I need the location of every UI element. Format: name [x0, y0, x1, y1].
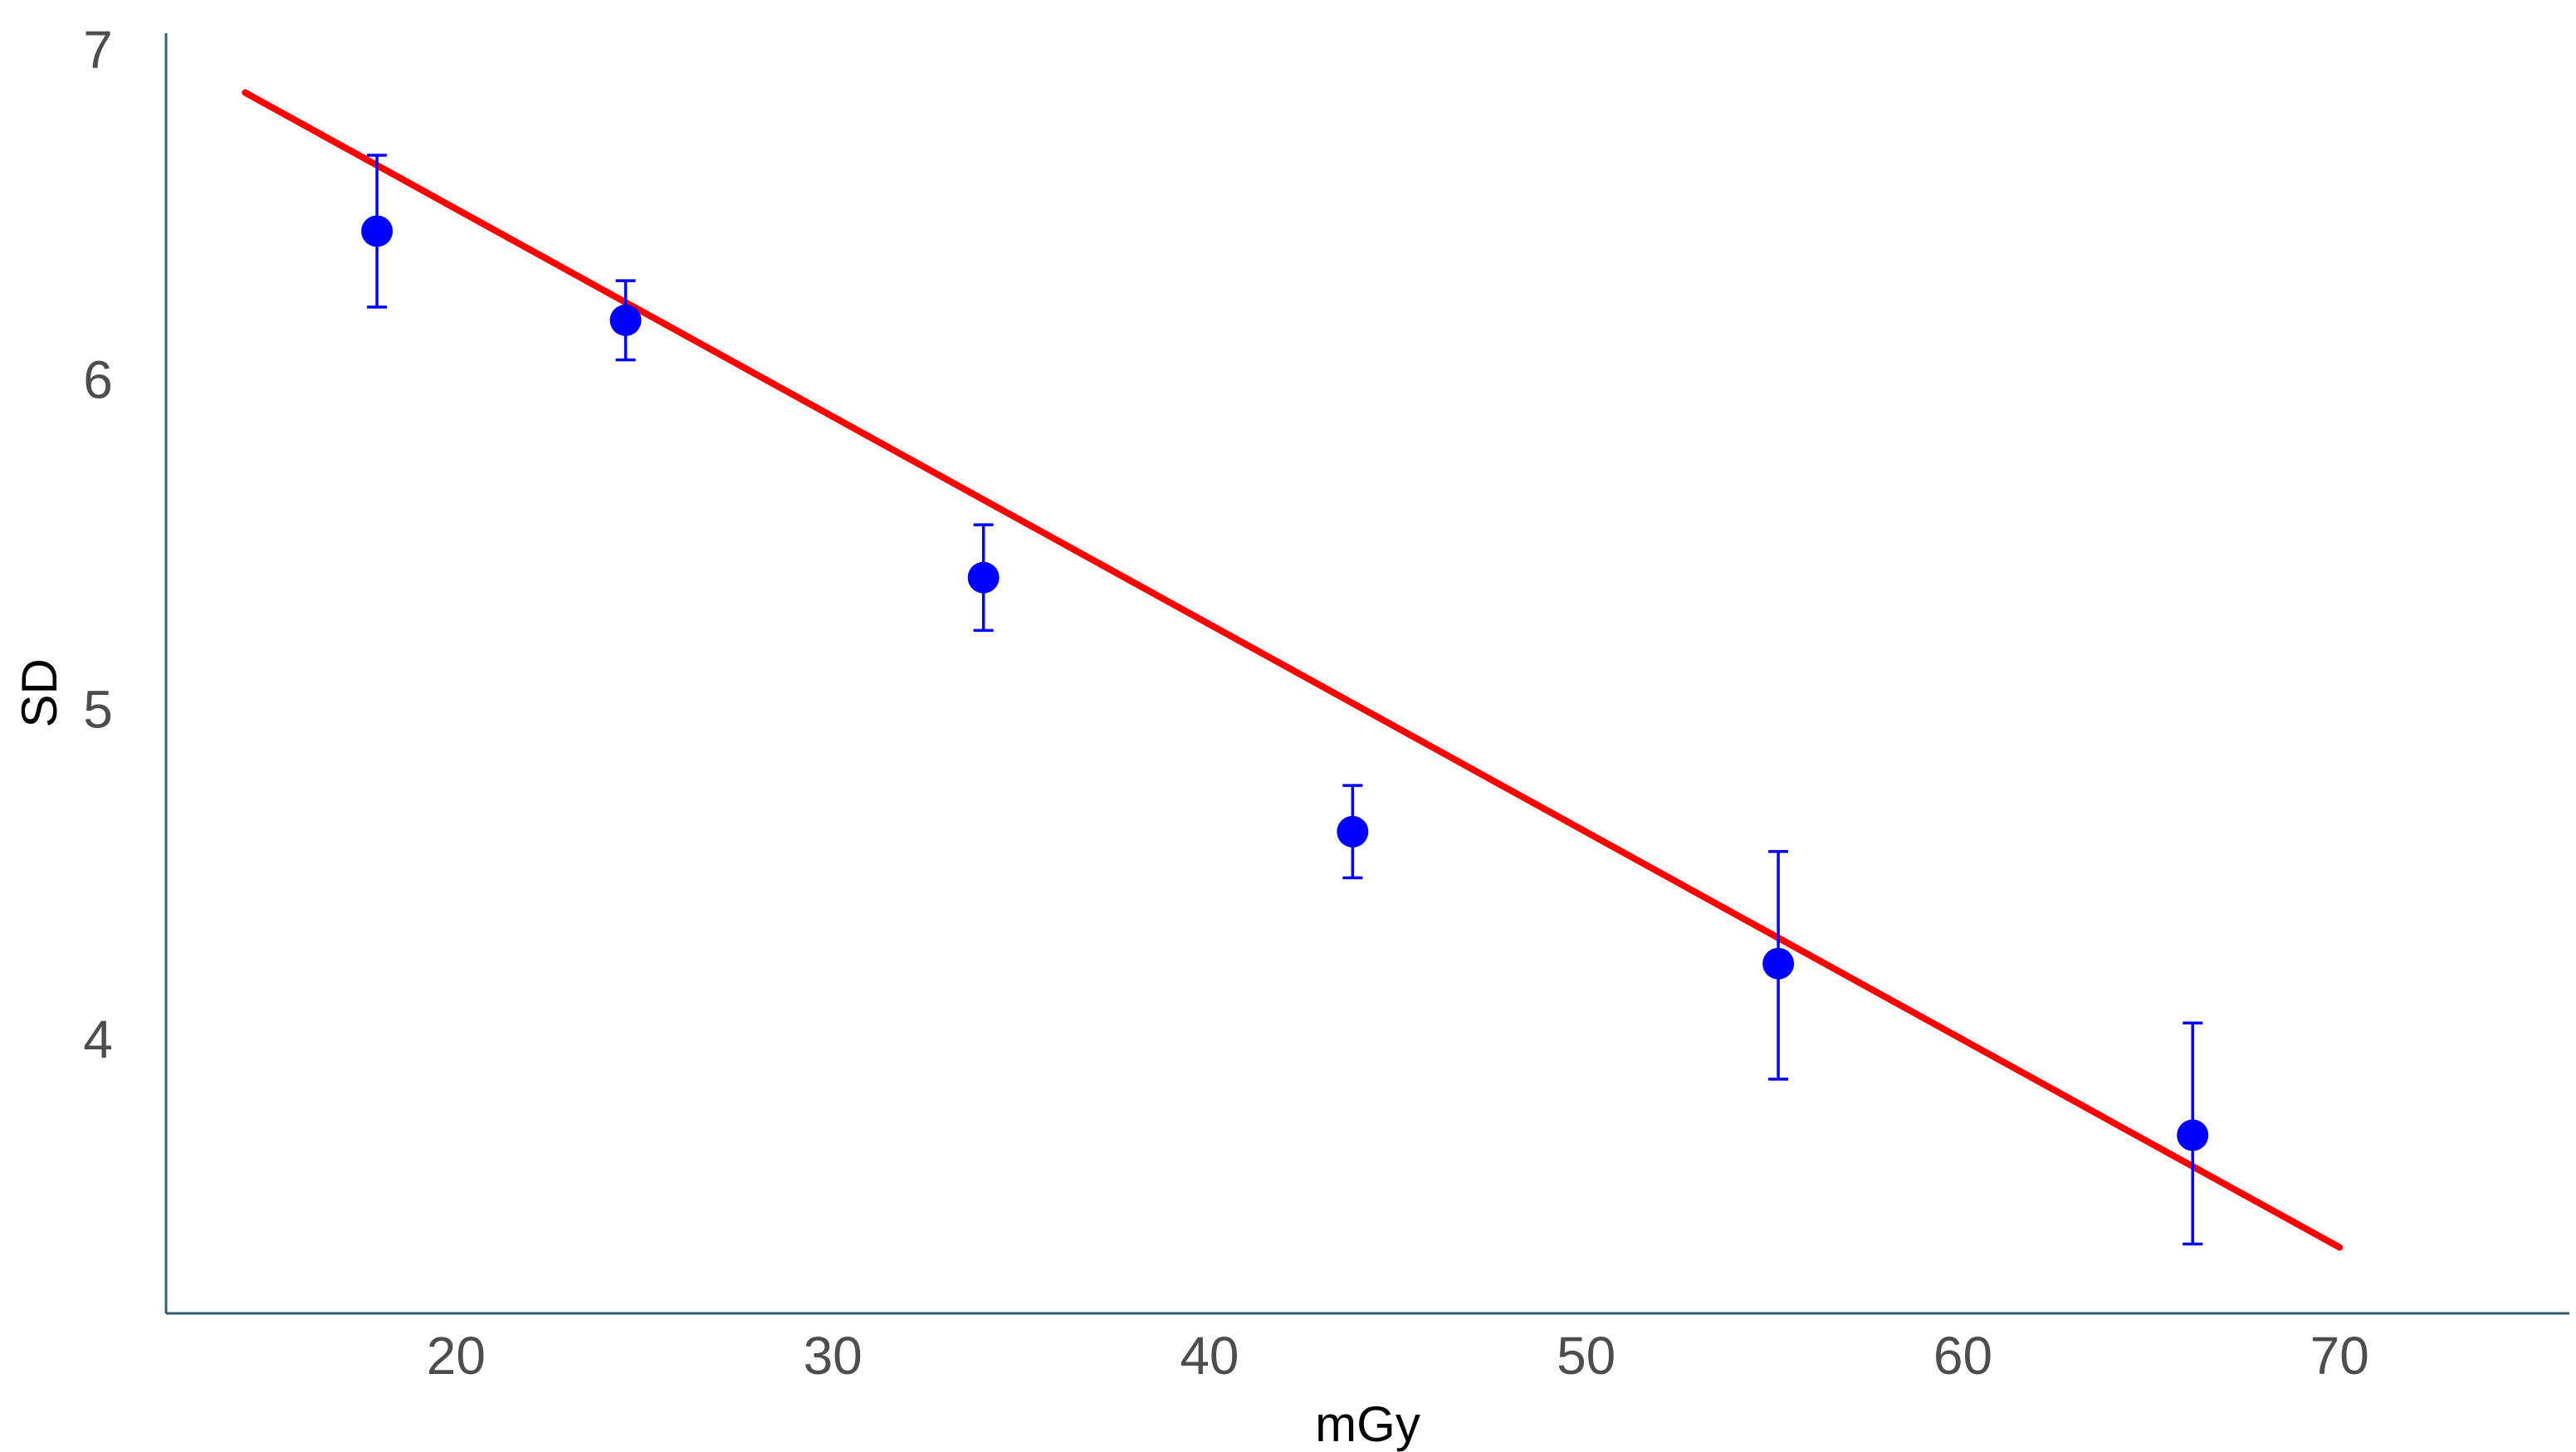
error-bars: [367, 154, 2203, 1246]
data-point: [2177, 1119, 2209, 1151]
y-tick-label: 6: [83, 350, 113, 409]
data-points: [361, 215, 2209, 1151]
fit-line-group: [242, 89, 2344, 1251]
x-tick-label: 60: [1933, 1326, 1992, 1386]
x-tick-label: 30: [804, 1326, 863, 1386]
data-point: [1337, 815, 1369, 848]
y-tick-label: 5: [83, 680, 113, 740]
y-tick-label: 4: [83, 1010, 113, 1069]
y-axis-title: SD: [12, 658, 67, 727]
data-point: [609, 304, 642, 336]
x-tick-label: 20: [427, 1326, 486, 1386]
y-tick-label: 7: [83, 20, 113, 80]
y-ticks: 4 5 6 7: [83, 20, 113, 1069]
fit-line: [242, 89, 2344, 1251]
x-tick-label: 50: [1557, 1326, 1615, 1386]
x-tick-label: 70: [2310, 1326, 2369, 1386]
x-tick-label: 40: [1180, 1326, 1239, 1386]
axes: [164, 33, 2569, 1315]
x-ticks: 20 30 40 50 60 70: [427, 1326, 2369, 1386]
x-axis-title: mGy: [1315, 1396, 1420, 1452]
data-point: [967, 561, 1000, 594]
data-point: [1762, 947, 1795, 980]
data-point: [361, 215, 393, 247]
